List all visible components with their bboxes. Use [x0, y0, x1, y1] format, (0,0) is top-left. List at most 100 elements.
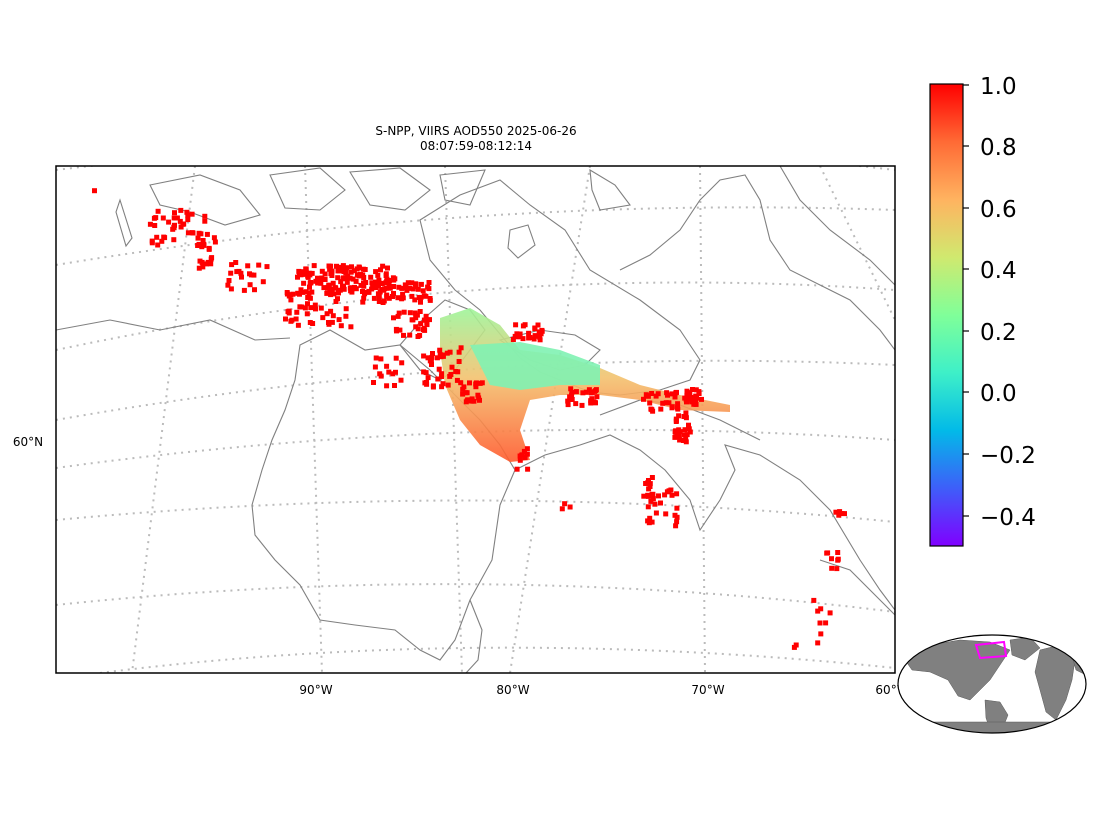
map-title-line1: S-NPP, VIIRS AOD550 2025-06-26	[375, 124, 576, 138]
aod-pixel	[398, 377, 404, 383]
aod-pixel	[680, 438, 686, 443]
aod-pixel	[423, 313, 429, 319]
aod-pixel	[284, 290, 290, 295]
aod-pixel	[311, 263, 317, 269]
lon-label-90w: 90°W	[299, 683, 332, 697]
aod-pixel	[383, 271, 389, 277]
aod-pixel	[303, 266, 309, 272]
aod-pixel	[827, 610, 833, 616]
map-title-line2: 08:07:59-08:12:14	[420, 139, 532, 153]
aod-pixel	[335, 275, 341, 281]
aod-pixel	[328, 292, 334, 298]
aod-pixel	[371, 380, 376, 385]
aod-pixel	[152, 223, 158, 228]
aod-pixel	[663, 511, 669, 517]
aod-pixel	[559, 506, 565, 512]
aod-pixel	[675, 401, 681, 407]
aod-pixel	[204, 231, 210, 237]
latitude-gridlines	[56, 166, 895, 673]
aod-pixel	[288, 297, 294, 303]
aod-pixel	[696, 391, 702, 396]
aod-pixel	[386, 369, 392, 375]
aod-pixel	[425, 375, 431, 381]
aod-pixel	[225, 282, 231, 288]
aod-pixel	[295, 322, 301, 328]
aod-pixel	[319, 275, 325, 281]
aod-pixel	[369, 280, 375, 286]
aod-plume-low-core	[470, 342, 600, 390]
aod-pixel	[309, 289, 315, 295]
aod-pixel	[686, 422, 691, 428]
arctic-island-2	[269, 167, 346, 211]
aod-pixel	[381, 298, 387, 304]
aod-pixel	[202, 213, 208, 219]
aod-pixel	[318, 305, 324, 311]
map-panel	[55, 165, 896, 674]
aod-pixel	[178, 224, 184, 230]
colorbar-label-0.6: 0.6	[980, 197, 1017, 223]
colorbar-label-0.8: 0.8	[980, 135, 1017, 161]
aod-pixel	[417, 309, 423, 314]
aod-pixel	[352, 284, 357, 290]
aod-pixel	[424, 381, 430, 387]
aod-pixel	[829, 556, 834, 562]
aod-pixel	[687, 429, 693, 435]
aod-pixel	[396, 284, 402, 290]
aod-pixel	[662, 492, 668, 498]
aod-pixel	[332, 285, 338, 291]
aod-pixel	[315, 280, 321, 286]
aod-pixel	[537, 334, 543, 340]
aod-pixel	[648, 498, 654, 504]
aod-pixel	[476, 395, 482, 401]
lon-label-70w: 70°W	[691, 683, 724, 697]
aod-pixel	[372, 364, 378, 370]
aod-pixel	[463, 390, 469, 396]
aod-pixel	[376, 283, 381, 289]
longitude-gridlines	[131, 166, 895, 673]
aod-pixel	[829, 565, 835, 571]
aod-pixel	[318, 280, 324, 286]
aod-pixel	[672, 394, 678, 400]
lat-label-60n: 60°N	[13, 435, 43, 449]
aod-pixel	[407, 285, 413, 291]
aod-pixel	[305, 295, 311, 300]
aod-pixel	[517, 331, 523, 337]
aod-pixel	[676, 433, 682, 438]
aod-pixel	[407, 332, 413, 338]
aod-pixel	[447, 349, 453, 355]
aod-pixel	[669, 405, 675, 411]
aod-pixel	[379, 281, 385, 286]
mainland-north-coast	[56, 319, 291, 341]
aod-pixel	[565, 398, 571, 404]
colorbar-gradient	[929, 83, 964, 547]
aod-pixel	[409, 293, 415, 299]
aod-pixel	[305, 273, 311, 279]
aod-pixel	[337, 287, 343, 293]
aod-pixel	[658, 500, 663, 506]
aod-pixel	[418, 321, 424, 327]
aod-pixel	[449, 364, 455, 370]
aod-pixel	[588, 390, 594, 396]
globe-outline	[897, 634, 1087, 734]
aod-pixel	[348, 288, 354, 294]
aod-pixel	[674, 491, 680, 497]
aod-pixel	[522, 455, 528, 461]
aod-pixel	[439, 384, 445, 390]
aod-pixel	[302, 305, 308, 311]
aod-pixel	[835, 550, 841, 555]
aod-pixel	[395, 313, 401, 319]
aod-pixel	[245, 263, 251, 269]
aod-pixel	[327, 266, 333, 272]
aod-pixel	[313, 306, 318, 312]
aod-pixel	[362, 267, 368, 272]
aod-pixel	[308, 305, 314, 311]
aod-pixel	[525, 466, 531, 472]
aod-pixel	[361, 283, 367, 289]
aod-pixel	[673, 428, 679, 434]
aod-pixel	[376, 294, 382, 300]
aod-pixel	[375, 272, 381, 278]
aod-pixel	[668, 487, 674, 493]
aod-pixel	[562, 501, 568, 507]
aod-pixel	[647, 481, 653, 487]
aod-pixel	[303, 289, 309, 295]
